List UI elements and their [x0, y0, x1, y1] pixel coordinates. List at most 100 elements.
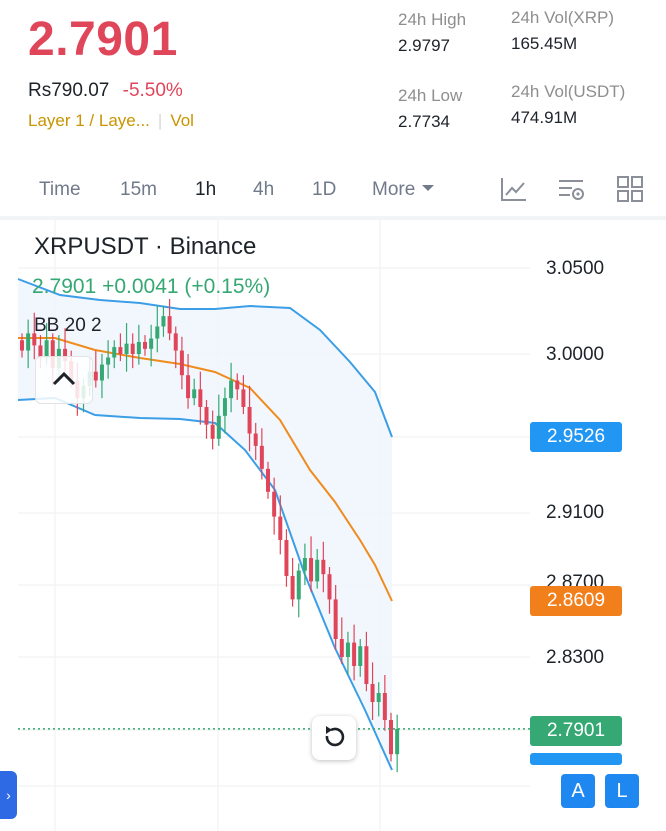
chart-title: XRPUSDT · Binance: [34, 233, 257, 260]
stat-24h-high: 24h High 2.9797: [398, 10, 466, 56]
ohlc-readout: 2.7901 +0.0041 (+0.15%): [32, 275, 271, 298]
tag-separator: |: [157, 111, 163, 130]
candle-body: [247, 407, 252, 434]
tab-15m[interactable]: 15m: [120, 179, 157, 200]
candle-body: [364, 646, 369, 684]
tab-1d[interactable]: 1D: [312, 179, 337, 200]
tab-time[interactable]: Time: [39, 179, 81, 200]
candle-body: [44, 340, 49, 358]
upper-band-tag: 2.9526: [530, 422, 622, 452]
collapse-button[interactable]: [35, 356, 93, 404]
timeframe-tabs: Time 15m 1h 4h 1D More: [0, 172, 666, 212]
candle-body: [155, 326, 160, 339]
expand-side-button[interactable]: ›: [0, 771, 17, 819]
stat-value: 2.9797: [398, 36, 450, 55]
candle-body: [99, 364, 104, 381]
stat-24h-low: 24h Low 2.7734: [398, 86, 462, 132]
candle-body: [63, 348, 68, 362]
candle-body: [241, 389, 246, 407]
axis-label: 2.8300: [546, 647, 605, 668]
candle-body: [358, 646, 363, 666]
candle-body: [38, 345, 43, 358]
candle-body: [50, 340, 55, 369]
middle-band-tag: 2.8609: [530, 586, 622, 616]
tab-1h[interactable]: 1h: [195, 179, 217, 200]
candle-body: [192, 389, 197, 399]
candle-body: [136, 341, 141, 354]
candle-body: [143, 341, 147, 349]
candle-body: [229, 380, 234, 399]
candle-body: [173, 333, 178, 351]
candle-body: [395, 729, 400, 755]
stat-label: 24h Low: [398, 86, 463, 105]
candle-body: [333, 599, 338, 639]
candle-body: [253, 433, 258, 446]
stat-24h-vol-quote: 24h Vol(USDT) 474.91M: [511, 82, 625, 128]
candle-body: [179, 350, 184, 376]
stat-24h-vol-base: 24h Vol(XRP) 165.45M: [511, 8, 614, 54]
candle-body: [130, 343, 135, 354]
candle-body: [352, 642, 357, 666]
last-price-tag: 2.7901: [530, 716, 622, 746]
indicator-chart-icon[interactable]: [499, 174, 529, 204]
axis-label: 2.9100: [546, 502, 605, 523]
fiat-price: Rs790.07: [28, 80, 110, 101]
candle-body: [124, 343, 129, 354]
candle-body: [32, 333, 37, 346]
stat-label: 24h Vol(USDT): [511, 82, 626, 101]
candle-body: [321, 559, 326, 575]
candle-body: [284, 540, 289, 576]
stat-value: 474.91M: [511, 108, 578, 127]
candle-body: [118, 347, 123, 354]
candle-body: [382, 693, 387, 720]
category-tag[interactable]: Layer 1 / Laye...: [28, 111, 150, 130]
candle-body: [161, 316, 166, 327]
candle-body: [167, 316, 172, 334]
candle-body: [210, 424, 215, 439]
tab-more-label: More: [372, 179, 416, 200]
axis-label: 3.0000: [546, 344, 605, 365]
candle-body: [26, 333, 31, 351]
tab-4h[interactable]: 4h: [253, 179, 275, 200]
chevron-up-icon: [52, 371, 76, 386]
lower-band-tag: [530, 753, 622, 765]
axis-label: 3.0500: [546, 258, 605, 279]
candle-body: [315, 559, 320, 582]
stat-label: 24h Vol(XRP): [511, 8, 614, 27]
candle-body: [376, 693, 381, 702]
section-divider: [0, 216, 666, 220]
candle-body: [112, 347, 117, 358]
tag-row: Layer 1 / Laye... | Vol: [28, 111, 194, 131]
stat-value: 2.7734: [398, 112, 450, 131]
candle-body: [278, 516, 283, 540]
chart-settings-icon[interactable]: [556, 174, 586, 204]
candle-body: [370, 684, 375, 702]
fiat-price-row: Rs790.07 -5.50%: [28, 80, 183, 102]
candle-body: [93, 371, 98, 381]
candle-body: [235, 380, 240, 390]
stat-label: 24h High: [398, 10, 467, 29]
bollinger-band-fill: [18, 279, 392, 770]
last-price: 2.7901: [28, 13, 178, 66]
candle-body: [20, 340, 24, 351]
candlestick-chart[interactable]: [0, 220, 666, 831]
indicator-label[interactable]: BB 20 2: [34, 315, 102, 336]
tab-more[interactable]: More: [372, 179, 435, 201]
a-button[interactable]: A: [561, 774, 595, 808]
candle-body: [389, 720, 393, 755]
candle-body: [149, 338, 154, 349]
candle-body: [272, 491, 277, 517]
grid-layout-icon[interactable]: [615, 174, 645, 204]
bollinger-lower-band: [17, 396, 393, 771]
reset-chart-button[interactable]: [312, 716, 356, 760]
candle-body: [186, 375, 191, 399]
candle-body: [302, 558, 307, 571]
candle-body: [309, 558, 314, 582]
candle-body: [296, 570, 301, 600]
candle-body: [204, 407, 209, 425]
l-button[interactable]: L: [605, 774, 639, 808]
vol-tag[interactable]: Vol: [170, 111, 194, 130]
candle-body: [266, 468, 270, 492]
candle-body: [198, 389, 203, 407]
caret-down-icon: [422, 185, 435, 191]
